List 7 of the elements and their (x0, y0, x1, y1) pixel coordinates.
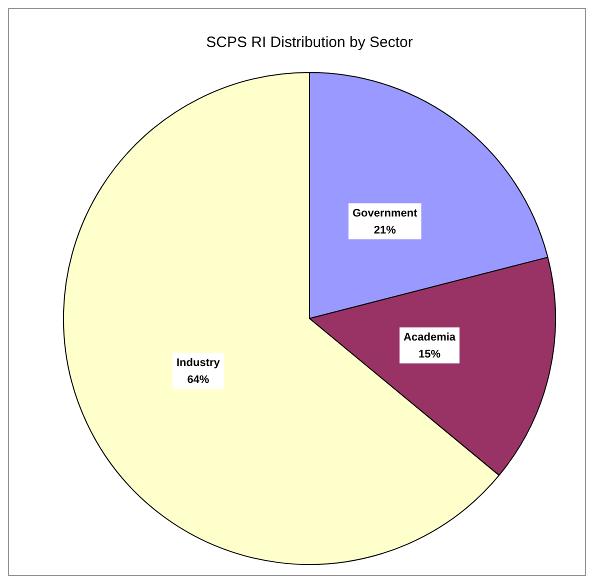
slice-label: Government (352, 207, 418, 220)
slice-label: Industry (176, 356, 221, 369)
data-label: 64% (187, 374, 210, 386)
data-label: 21% (374, 224, 396, 236)
slice-label: Academia (404, 331, 456, 344)
chart-title: SCPS RI Distribution by Sector (206, 34, 413, 52)
data-label: 15% (418, 348, 441, 360)
